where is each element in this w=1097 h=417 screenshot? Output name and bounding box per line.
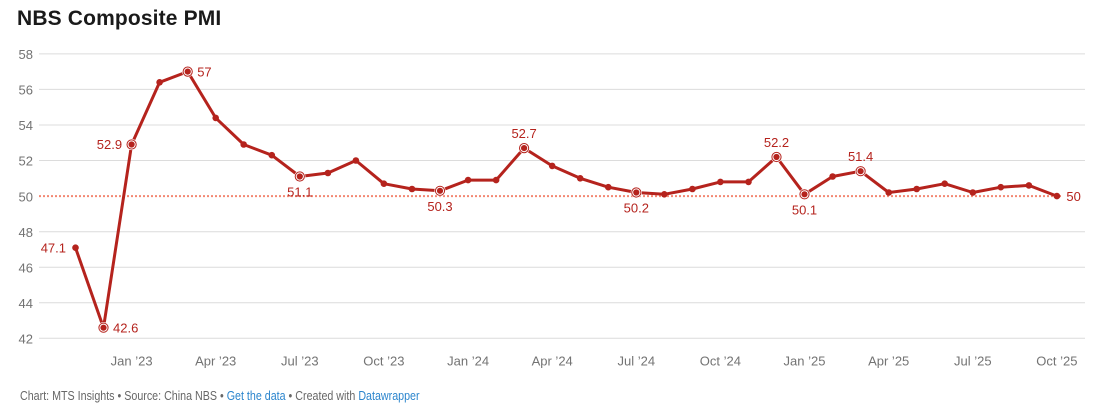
svg-text:Jul ’24: Jul ’24 (618, 354, 656, 369)
svg-text:48: 48 (19, 225, 33, 240)
svg-text:Jan ’24: Jan ’24 (447, 354, 489, 369)
svg-text:52.7: 52.7 (511, 126, 536, 141)
svg-text:47.1: 47.1 (41, 240, 66, 255)
svg-text:52.9: 52.9 (97, 137, 122, 152)
svg-text:50.3: 50.3 (427, 199, 452, 214)
svg-text:50.2: 50.2 (624, 201, 649, 216)
svg-text:50: 50 (1066, 189, 1080, 204)
svg-text:46: 46 (19, 260, 33, 275)
svg-text:42: 42 (19, 332, 33, 347)
svg-text:Jan ’23: Jan ’23 (111, 354, 153, 369)
svg-text:Oct ’25: Oct ’25 (1036, 354, 1077, 369)
svg-text:Jan ’25: Jan ’25 (784, 354, 826, 369)
svg-text:Jul ’25: Jul ’25 (954, 354, 992, 369)
svg-text:Apr ’23: Apr ’23 (195, 354, 236, 369)
svg-text:Jul ’23: Jul ’23 (281, 354, 319, 369)
svg-text:50.1: 50.1 (792, 202, 817, 217)
svg-text:44: 44 (19, 296, 33, 311)
svg-text:Oct ’24: Oct ’24 (700, 354, 741, 369)
svg-text:Apr ’24: Apr ’24 (532, 354, 573, 369)
svg-text:42.6: 42.6 (113, 320, 138, 335)
svg-text:Apr ’25: Apr ’25 (868, 354, 909, 369)
svg-text:51.4: 51.4 (848, 149, 873, 164)
svg-text:Oct ’23: Oct ’23 (363, 354, 404, 369)
svg-text:57: 57 (197, 64, 211, 79)
svg-text:54: 54 (19, 118, 33, 133)
svg-text:56: 56 (19, 83, 33, 98)
svg-text:52.2: 52.2 (764, 135, 789, 150)
svg-text:50: 50 (19, 189, 33, 204)
svg-text:51.1: 51.1 (287, 185, 312, 200)
svg-text:52: 52 (19, 154, 33, 169)
svg-text:58: 58 (19, 47, 33, 62)
